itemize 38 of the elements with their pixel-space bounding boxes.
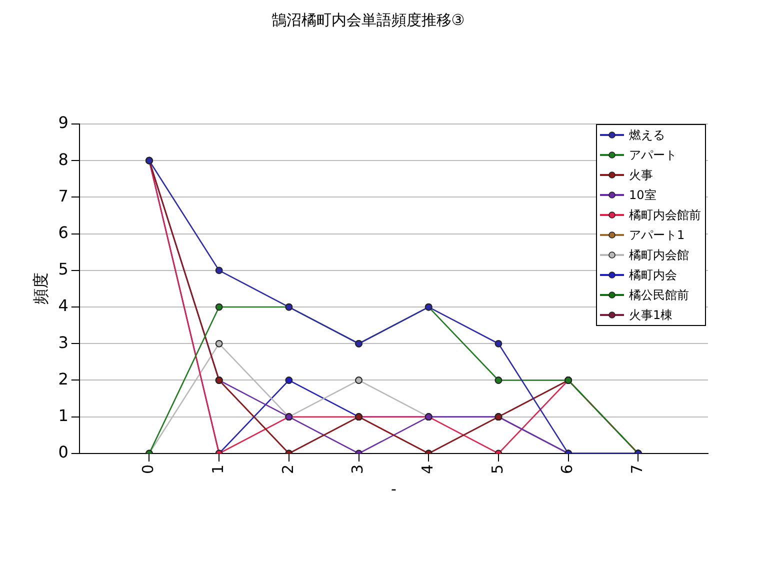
point: [215, 340, 223, 348]
point: [215, 266, 223, 274]
y-tick-label: 3: [58, 332, 68, 352]
legend-label: 橘町内会: [629, 267, 677, 284]
x-tick-label: 2: [278, 464, 297, 474]
x-tick-label: 5: [488, 464, 506, 474]
y-axis-title: 頻度: [30, 272, 50, 305]
y-tick-label: 1: [58, 406, 68, 426]
legend-label: 燃える: [629, 127, 665, 144]
y-tick-label: 4: [58, 296, 68, 316]
legend-label: アパート1: [629, 227, 685, 244]
point: [215, 303, 223, 311]
legend-label: アパート: [629, 147, 677, 164]
legend-label: 橘公民館前: [629, 287, 689, 304]
y-tick-label: 9: [58, 113, 68, 132]
point: [285, 376, 293, 384]
y-tick-label: 5: [58, 260, 68, 279]
y-tick-label: 2: [58, 369, 68, 388]
x-axis-title: -: [390, 480, 396, 498]
x-tick-label: 1: [208, 464, 227, 474]
point: [355, 376, 362, 384]
x-tick-label: 4: [418, 464, 437, 474]
x-tick-label: 0: [139, 464, 158, 474]
chart-title: 鵠沼橘町内会単語頻度推移③: [271, 10, 465, 29]
point: [494, 376, 502, 384]
legend-label: 橘町内会館: [629, 247, 689, 264]
y-tick-label: 6: [58, 222, 68, 242]
legend-label: 火事: [629, 167, 653, 184]
legend-label: 橘町内会館前: [629, 207, 701, 224]
y-tick-label: 8: [58, 150, 68, 169]
x-tick-label: 6: [558, 464, 576, 474]
legend-label: 火事1棟: [629, 307, 673, 324]
x-tick-label: 7: [628, 464, 646, 474]
x-tick-label: 3: [348, 464, 367, 474]
y-tick-label: 0: [58, 442, 68, 462]
point: [494, 340, 502, 348]
y-tick-label: 7: [58, 186, 68, 206]
legend-label: 10室: [629, 187, 656, 204]
